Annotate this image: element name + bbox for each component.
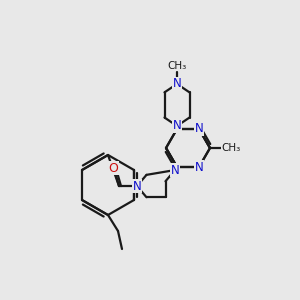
Text: N: N [171, 164, 179, 177]
Text: N: N [195, 160, 203, 174]
Text: O: O [108, 162, 118, 175]
Text: CH₃: CH₃ [221, 143, 241, 153]
Text: N: N [195, 122, 203, 135]
Text: CH₃: CH₃ [167, 61, 187, 71]
Text: N: N [172, 77, 182, 90]
Text: N: N [133, 180, 141, 193]
Text: N: N [172, 119, 182, 132]
